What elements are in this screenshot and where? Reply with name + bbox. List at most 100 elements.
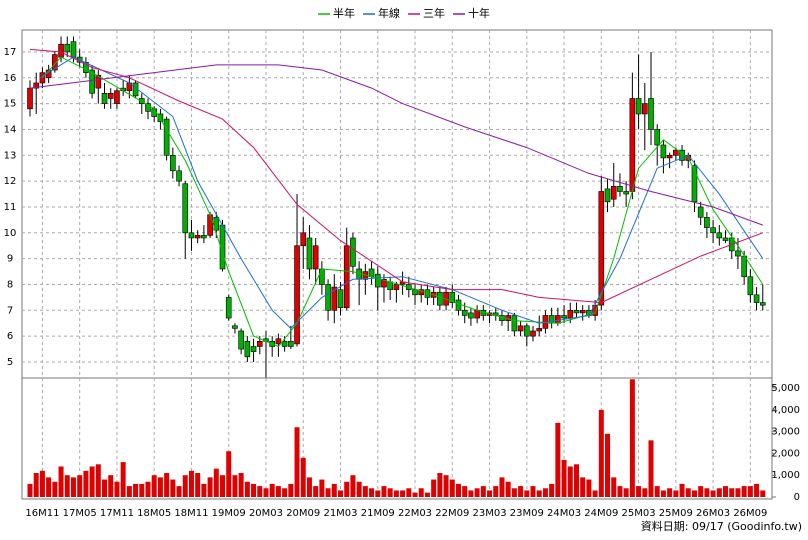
candle-body [95, 74, 102, 89]
volume-bar [493, 486, 499, 497]
volume-bar [282, 488, 288, 497]
candle-body [691, 165, 698, 203]
y-tick-label: 7 [7, 305, 13, 316]
volume-bar [27, 483, 33, 497]
candle-body [319, 268, 325, 285]
volume-bar [443, 475, 449, 497]
candle-body [331, 286, 338, 311]
candle-body [654, 129, 661, 146]
volume-bar [561, 459, 567, 497]
y2-tick-label: 1,000 [771, 470, 800, 481]
volume-bar [567, 466, 573, 497]
candle-body [579, 310, 586, 314]
y-tick-label: 17 [4, 47, 17, 58]
candle-body [455, 299, 462, 311]
volume-bar [381, 486, 387, 497]
candle-body [300, 232, 307, 247]
volume-bar [244, 481, 250, 497]
candle-body [437, 291, 443, 306]
volume-bar [760, 490, 766, 497]
volume-bar [685, 488, 691, 497]
candle-body [145, 103, 151, 112]
candle-body [523, 325, 530, 337]
candle-body [474, 310, 480, 319]
candle-body [393, 284, 400, 290]
candle-body [343, 245, 350, 309]
candle-body [635, 98, 642, 115]
volume-bar [207, 477, 213, 497]
volume-bar [325, 488, 331, 497]
candle-body [629, 98, 636, 192]
volume-bar [431, 479, 437, 497]
volume-bar [499, 477, 505, 497]
candle-body [288, 341, 294, 347]
candle-body [294, 245, 300, 345]
y2-tick-label: 5,000 [771, 383, 800, 394]
volume-bar [114, 481, 120, 497]
volume-bar [46, 477, 52, 497]
x-tick-label: 16M11 [25, 508, 59, 519]
footer-note: 資料日期: 09/17 (Goodinfo.tw) [641, 519, 802, 533]
y2-tick-label: 4,000 [771, 405, 800, 416]
volume-bar [220, 475, 226, 497]
volume-bar [344, 481, 350, 497]
volume-bar [126, 486, 132, 497]
volume-bar [170, 479, 176, 497]
candle-body [114, 90, 120, 104]
volume-bar [133, 483, 139, 497]
volume-bar [555, 422, 561, 497]
volume-bar [679, 483, 685, 497]
x-tick-label: 17M05 [63, 508, 97, 519]
volume-bar [437, 473, 443, 497]
volume-bar [536, 490, 542, 497]
x-tick-label: 21M09 [361, 508, 395, 519]
volume-bar [176, 486, 182, 497]
volume-bar [617, 486, 623, 497]
y-tick-label: 9 [7, 254, 13, 265]
y-tick-label: 10 [4, 228, 17, 239]
legend-label: 半年 [333, 6, 355, 20]
y-tick-label: 11 [4, 202, 17, 213]
volume-bar [474, 488, 480, 497]
volume-bar [356, 481, 362, 497]
candle-body [58, 43, 64, 58]
volume-bar [729, 488, 735, 497]
volume-bar [201, 483, 207, 497]
candle-body [33, 82, 40, 89]
candle-body [207, 214, 213, 236]
candle-body [716, 232, 723, 239]
y2-tick-label: 3,000 [771, 427, 800, 438]
volume-bar [592, 490, 598, 497]
candle-body [52, 54, 58, 71]
volume-bar [605, 433, 611, 497]
volume-bar [654, 486, 660, 497]
y-tick-label: 15 [4, 99, 17, 110]
candle-body [660, 144, 667, 159]
y2-tick-label: 2,000 [771, 448, 800, 459]
volume-bar [95, 464, 101, 497]
candle-body [89, 69, 95, 94]
candle-body [555, 315, 561, 324]
volume-bar [611, 477, 617, 497]
volume-bar [623, 488, 629, 497]
x-tick-label: 22M09 [435, 508, 469, 519]
volume-bar [735, 488, 741, 497]
volume-bar [369, 488, 375, 497]
candle-body [753, 294, 760, 303]
x-tick-label: 20M09 [286, 508, 320, 519]
volume-bar [232, 475, 238, 497]
volume-bar [648, 440, 654, 497]
candle-body [530, 330, 536, 337]
volume-bar [362, 486, 368, 497]
volume-bar [418, 488, 424, 497]
volume-bar [480, 486, 486, 497]
volume-bar [487, 490, 493, 497]
candle-body [641, 103, 648, 115]
volume-bar [406, 488, 412, 497]
candle-body [511, 315, 518, 332]
candle-body [213, 217, 220, 231]
candle-body [250, 346, 257, 352]
candle-body [64, 43, 71, 53]
volume-bar [300, 457, 306, 497]
volume-bar [331, 483, 337, 497]
